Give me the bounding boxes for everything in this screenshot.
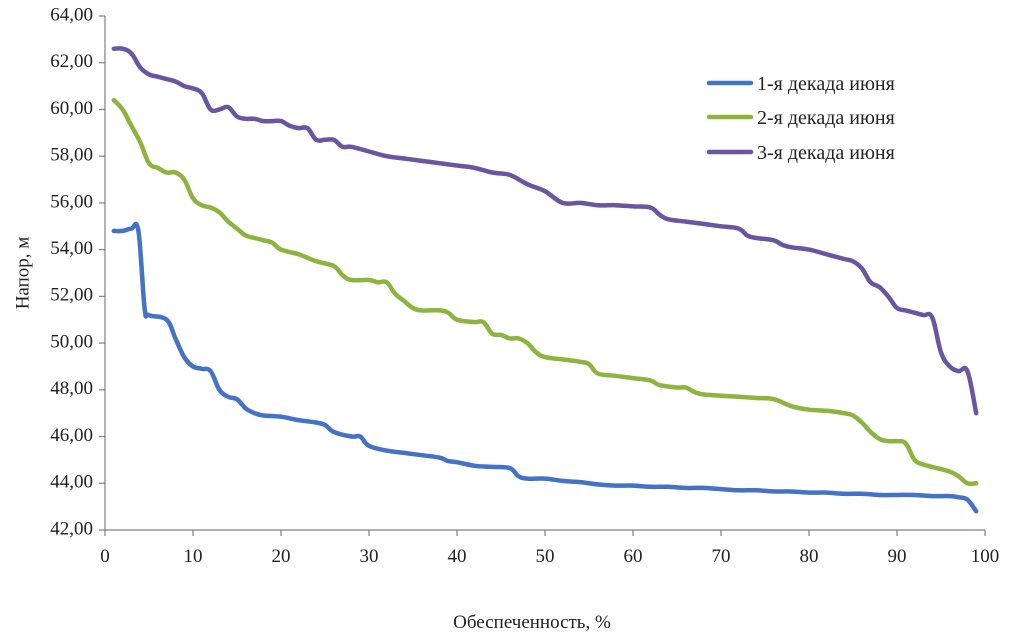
legend-item-3: 3-я декада июня	[706, 142, 895, 164]
x-tick-label: 50	[536, 546, 555, 567]
x-tick-label: 100	[971, 546, 1000, 567]
x-tick-label: 30	[360, 546, 379, 567]
legend-item-2: 2-я декада июня	[706, 107, 895, 129]
y-tick-label: 52,00	[50, 285, 93, 306]
x-axis-title: Обеспеченность, %	[453, 612, 611, 633]
y-tick-label: 50,00	[50, 331, 93, 352]
y-tick-label: 60,00	[50, 98, 93, 119]
y-axis-title: Напор, м	[12, 237, 33, 310]
y-tick-label: 44,00	[50, 472, 93, 493]
y-tick-label: 56,00	[50, 191, 93, 212]
y-tick-label: 46,00	[50, 425, 93, 446]
y-tick-label: 42,00	[50, 518, 93, 539]
x-tick-label: 20	[272, 546, 291, 567]
series-line-1	[111, 221, 979, 514]
y-tick-label: 62,00	[50, 51, 93, 72]
y-tick-label: 54,00	[50, 238, 93, 259]
x-tick-label: 10	[184, 546, 203, 567]
x-tick-label: 40	[448, 546, 467, 567]
x-tick-label: 90	[888, 546, 907, 567]
legend-label-3: 3-я декада июня	[757, 142, 895, 164]
x-tick-label: 60	[624, 546, 643, 567]
y-ticks: 42,00 44,00 46,00 48,00 50,00 52,00 54,00 56,00…	[50, 4, 105, 539]
legend-item-1: 1-я декада июня	[706, 73, 895, 95]
x-ticks: 0 10 20 30 40 50 60 70 80 90 100	[100, 530, 999, 567]
x-tick-label: 70	[712, 546, 731, 567]
series-line-3	[111, 46, 979, 416]
y-tick-label: 64,00	[50, 4, 93, 25]
legend-label-1: 1-я декада июня	[757, 73, 895, 95]
series-layer	[111, 46, 979, 514]
legend-label-2: 2-я декада июня	[757, 107, 895, 129]
y-tick-label: 48,00	[50, 378, 93, 399]
x-tick-label: 80	[800, 546, 819, 567]
legend: 1-я декада июня 2-я декада июня 3-я дека…	[706, 73, 895, 164]
series-line-2	[111, 97, 979, 487]
y-tick-label: 58,00	[50, 145, 93, 166]
x-tick-label: 0	[100, 546, 110, 567]
